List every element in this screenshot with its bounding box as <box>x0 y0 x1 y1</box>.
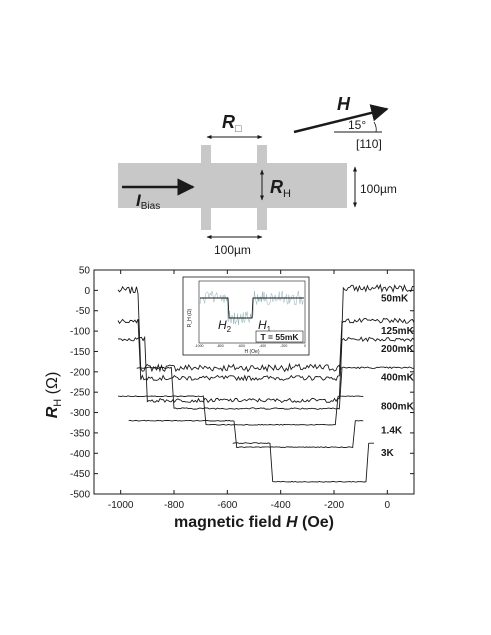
y-tick-label: -400 <box>70 449 90 460</box>
inset-trace <box>199 290 304 326</box>
inset-x-ticks: -1000 -800 -600 -400 -200 0 <box>195 344 307 348</box>
y-tick-label: -200 <box>70 367 90 378</box>
inset-x-label: H (Oe) <box>245 349 260 355</box>
angle-arc <box>373 121 377 133</box>
series-label-400mK: 400mK <box>381 373 415 384</box>
y-tick-label: -250 <box>70 388 90 399</box>
inset-axes <box>198 280 306 344</box>
inset-h2-label: H2 <box>218 318 232 334</box>
inset-55mK: -1000 -800 -600 -400 -200 0 R_H (Ω) H (Oe) H2… <box>182 276 310 356</box>
curve-125mK <box>117 317 415 382</box>
hall-bar-bottom-left-arm <box>201 206 211 230</box>
curve-50mK <box>117 283 414 373</box>
inset-temperature-label: T = 55mK <box>260 332 299 342</box>
hall-bar-top-right-arm <box>257 145 267 165</box>
y-axis-ticks: 50 0 -50 -100 -150 -200 -250 -300 -350 -400 -450 -5… <box>70 266 414 501</box>
hall-bar-body <box>118 163 347 208</box>
x-tick-label: -600 <box>217 500 237 511</box>
hall-bar-bottom-right-arm <box>257 206 267 230</box>
series-label-200mK: 200mK <box>381 344 415 355</box>
x-tick-label: -200 <box>324 500 344 511</box>
x-tick-label: -400 <box>271 500 291 511</box>
r-square-label: R□ <box>222 112 242 135</box>
y-tick-label: -500 <box>70 490 90 501</box>
hall-bar-top-left-arm <box>201 145 211 165</box>
y-axis-label: RH (Ω) <box>44 372 64 419</box>
x-axis-ticks: -1000 -800 -600 -400 -200 0 <box>108 270 391 511</box>
angle-label: 15° <box>348 118 366 132</box>
inset-plot-area: -1000 -800 -600 -400 -200 0 R_H (Ω) H (Oe) H2… <box>187 280 307 355</box>
crystal-direction-label: [110] <box>356 137 382 151</box>
x-axis-label: magnetic field H (Oe) <box>174 514 334 531</box>
inset-x-tick-label: -600 <box>238 344 245 348</box>
rh-label: RH <box>270 177 291 200</box>
hall-bar-schematic: R□ RH IBias 100µm 100µm H 15° [110] <box>118 94 397 257</box>
inset-y-label: R_H (Ω) <box>187 308 193 327</box>
field-label: H <box>337 94 351 114</box>
plot-frame <box>93 269 415 495</box>
y-tick-label: 0 <box>84 286 90 297</box>
field-direction-arrow <box>293 104 389 134</box>
y-tick-label: -100 <box>70 327 90 338</box>
y-tick-label: 50 <box>79 266 91 277</box>
hall-resistance-chart: -1000 -800 -600 -400 -200 0 50 0 -50 -100 -150 -20… <box>44 266 415 532</box>
bias-current-label: IBias <box>136 191 160 212</box>
inset-x-tick-label: -1000 <box>195 344 204 348</box>
inset-average-trace <box>200 297 304 319</box>
inset-temperature-box <box>255 330 304 343</box>
curve-1.4K <box>128 419 364 449</box>
curve-200mK <box>117 335 415 404</box>
series-label-1.4K: 1.4K <box>381 426 403 437</box>
inset-h1-label: H1 <box>258 318 272 334</box>
series-label-3K: 3K <box>381 448 395 459</box>
height-dimension-label: 100µm <box>360 182 397 196</box>
curve-800mK <box>117 395 364 426</box>
y-tick-label: -50 <box>76 306 91 317</box>
inset-x-tick-label: 0 <box>304 344 306 348</box>
series-label-800mK: 800mK <box>381 401 415 412</box>
x-tick-label: 0 <box>385 500 391 511</box>
x-tick-label: -800 <box>164 500 184 511</box>
y-tick-label: -150 <box>70 347 90 358</box>
x-tick-label: -1000 <box>108 500 134 511</box>
curve-3K <box>232 442 374 483</box>
inset-x-tick-label: -200 <box>280 344 287 348</box>
inset-x-tick-label: -800 <box>217 344 224 348</box>
series-label-125mK: 125mK <box>381 326 415 337</box>
y-tick-label: -300 <box>70 408 90 419</box>
y-tick-label: -450 <box>70 469 90 480</box>
y-tick-label: -350 <box>70 428 90 439</box>
curve-400mK <box>136 366 414 410</box>
series-label-50mK: 50mK <box>381 293 409 304</box>
inset-x-tick-label: -400 <box>259 344 266 348</box>
hysteresis-curves: 50mK 125mK 200mK 400mK 800mK 1.4K 3K <box>117 283 415 483</box>
spacing-dimension-label: 100µm <box>214 243 251 257</box>
